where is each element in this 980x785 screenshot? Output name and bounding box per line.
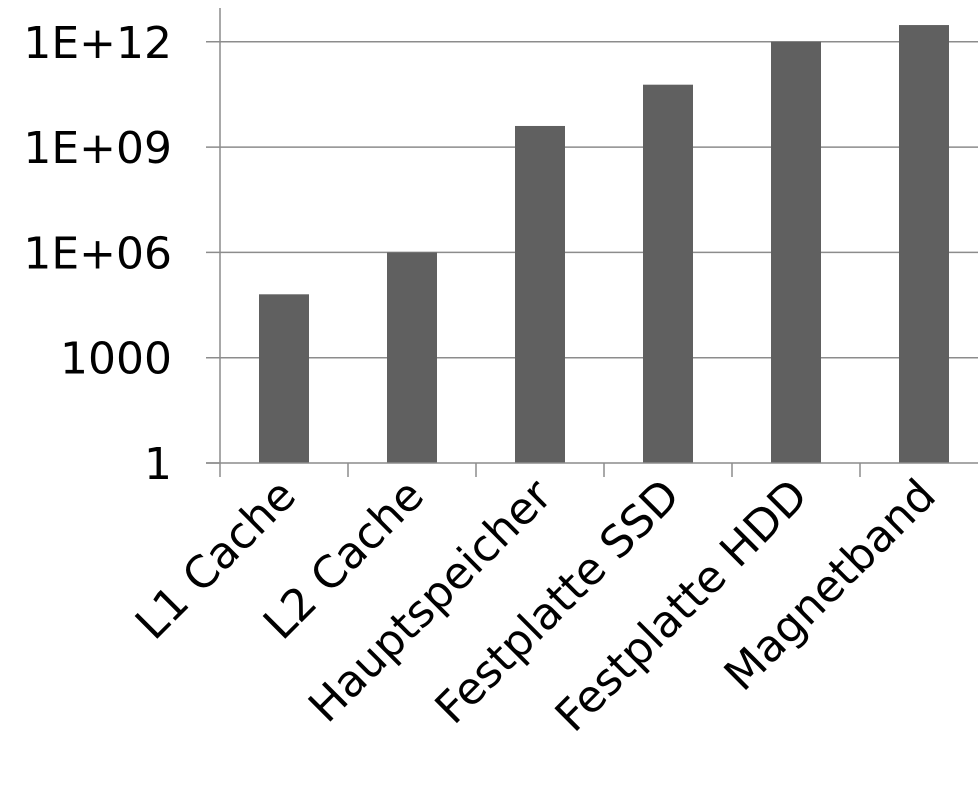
bar: [515, 125, 565, 463]
bars: [259, 25, 949, 464]
y-tick-labels: 1 1000 1E+06 1E+09 1E+12: [23, 18, 172, 490]
bar: [387, 252, 437, 463]
y-tick-label: 1E+06: [23, 228, 172, 279]
y-tick-label: 1E+09: [23, 123, 172, 174]
x-axis: [206, 8, 978, 477]
bar: [899, 25, 949, 464]
y-tick-label: 1000: [60, 334, 172, 385]
gridlines: [206, 41, 978, 359]
y-tick-label: 1: [144, 439, 172, 490]
bar: [771, 41, 821, 464]
bar: [259, 294, 309, 463]
bar: [643, 84, 693, 463]
y-tick-label: 1E+12: [23, 18, 172, 69]
